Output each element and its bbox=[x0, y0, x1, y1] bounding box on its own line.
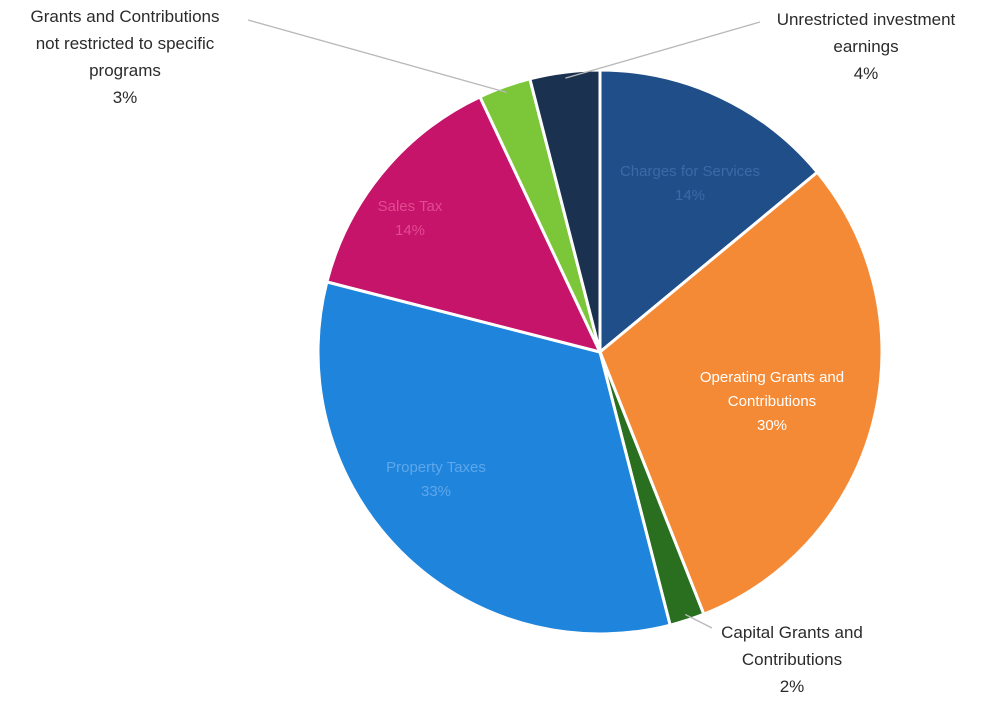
leader-line-unrestricted-investment-earnings bbox=[565, 21, 761, 79]
pie-slice-sales-tax bbox=[325, 94, 603, 355]
slice-label-charges-for-services: Charges for Services 14% bbox=[620, 163, 760, 204]
slice-label-operating-grants-and-contributions: Operating Grants and Contributions 30% bbox=[700, 369, 844, 434]
pie-slice-operating-grants-and-contributions bbox=[598, 170, 884, 617]
slice-label-capital-grants-and-contributions: Capital Grants and Contributions 2% bbox=[721, 623, 863, 696]
leader-line-capital-grants-and-contributions bbox=[684, 613, 713, 629]
pie-slice-property-taxes bbox=[316, 280, 672, 636]
pie-slice-charges-for-services bbox=[598, 68, 820, 356]
slice-label-sales-tax: Sales Tax 14% bbox=[378, 198, 443, 239]
leader-line-grants-and-contributions-not-restricted-to-specific-programs bbox=[247, 19, 507, 93]
slice-label-property-taxes: Property Taxes 33% bbox=[386, 459, 486, 500]
slice-label-grants-and-contributions-not-restricted-to-specific-programs: Grants and Contributions not restricted t… bbox=[31, 7, 220, 107]
slice-label-unrestricted-investment-earnings: Unrestricted investment earnings 4% bbox=[777, 10, 956, 83]
pie-slice-unrestricted-investment-earnings bbox=[528, 68, 602, 353]
